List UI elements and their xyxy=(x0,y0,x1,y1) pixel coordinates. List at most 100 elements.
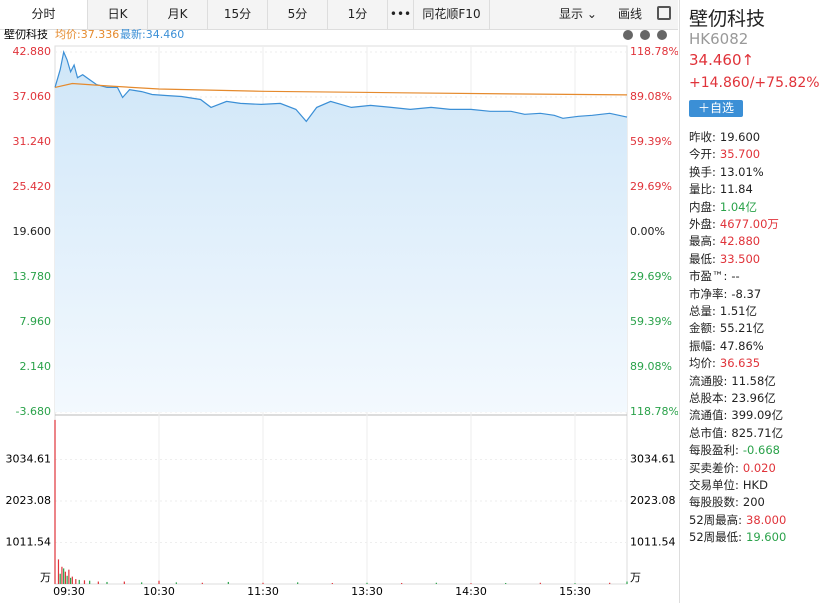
volume-bar xyxy=(141,582,143,584)
y2-tick-label: 59.39% xyxy=(630,135,672,148)
stat-label: 52周最低: xyxy=(689,530,743,545)
stat-row: 外盘: 4677.00万 xyxy=(689,216,779,232)
stat-label: 买卖差价: xyxy=(689,460,739,475)
volume-bar xyxy=(158,580,160,584)
stat-row: 最低: 33.500 xyxy=(689,251,760,267)
volume-bar xyxy=(401,582,403,584)
volume-tick-label: 2023.08 xyxy=(6,494,52,507)
zoom-in[interactable] xyxy=(623,30,633,40)
volume-bar xyxy=(470,583,472,584)
stat-value: 33.500 xyxy=(719,251,761,266)
draw-button[interactable]: 画线 xyxy=(617,7,642,21)
stat-row: 今开: 35.700 xyxy=(689,146,760,162)
stat-row: 总量: 1.51亿 xyxy=(689,303,757,319)
stat-row: 最高: 42.880 xyxy=(689,233,760,249)
price-line xyxy=(54,49,628,123)
stat-label: 流通值: xyxy=(689,408,728,423)
x-tick-label: 11:30 xyxy=(247,585,279,598)
stat-value: 1.51亿 xyxy=(719,304,757,318)
volume-bar xyxy=(626,581,628,584)
stat-label: 市盈™: xyxy=(689,269,728,284)
stat-label: 内盘: xyxy=(689,199,716,214)
volume-bar xyxy=(64,571,66,584)
stat-row: 流通股: 11.58亿 xyxy=(689,373,776,389)
stat-value: 38.000 xyxy=(746,512,787,527)
volume-tick-label: 1011.54 xyxy=(630,535,676,548)
volume-bar xyxy=(63,568,65,584)
volume-bar xyxy=(106,581,108,584)
volume-bar xyxy=(331,582,333,584)
stat-value: 200 xyxy=(742,495,765,510)
tab[interactable]: 1分 xyxy=(328,0,388,29)
stat-value: 23.96亿 xyxy=(731,391,776,405)
display-menu[interactable]: 显示 ⌄ xyxy=(559,7,597,21)
volume-tick-label: 2023.08 xyxy=(630,494,676,507)
x-tick-label: 15:30 xyxy=(559,585,591,598)
stat-value: 399.09亿 xyxy=(731,408,784,423)
y2-tick-label: 118.78% xyxy=(630,45,678,58)
volume-bar xyxy=(609,582,611,584)
stat-label: 总股本: xyxy=(689,391,728,405)
quote-panel: 壁仞科技 HK6082 34.460↑ +14.860/+75.82% ＋自选 … xyxy=(679,0,831,603)
settings[interactable] xyxy=(657,30,667,40)
stat-label: 总量: xyxy=(689,304,716,318)
stat-label: 外盘: xyxy=(689,217,716,231)
stat-label: 交易单位: xyxy=(689,478,739,492)
x-tick-label: 10:30 xyxy=(143,585,175,598)
stat-label: 均价: xyxy=(689,356,716,371)
layout-icon[interactable] xyxy=(657,6,671,20)
stat-label: 最高: xyxy=(689,234,716,249)
stat-label: 换手: xyxy=(689,164,716,179)
volume-bar xyxy=(175,582,177,584)
stat-label: 总市值: xyxy=(689,425,728,440)
stat-label: 金额: xyxy=(689,321,716,336)
tab[interactable]: ••• xyxy=(388,0,414,29)
volume-tick-label: 3034.61 xyxy=(6,453,52,466)
volume-bar xyxy=(227,581,229,584)
last-label: 最新:34.460 xyxy=(120,29,184,41)
stat-value: -8.37 xyxy=(731,286,762,301)
stat-value: 11.84 xyxy=(719,182,753,197)
volume-bar xyxy=(297,582,299,584)
volume-tick-label: 1011.54 xyxy=(6,535,52,548)
avg-line xyxy=(54,82,628,96)
stat-row: 内盘: 1.04亿 xyxy=(689,199,757,215)
tab[interactable]: 分时 xyxy=(0,0,88,29)
stock-code: HK6082 xyxy=(689,30,749,48)
stat-label: 52周最高: xyxy=(689,512,743,527)
stock-name: 壁仞科技 xyxy=(689,8,766,30)
volume-bar xyxy=(89,580,91,584)
stat-value: 1.04亿 xyxy=(719,199,757,214)
last-price: 34.460↑ xyxy=(689,51,755,69)
stat-row: 流通值: 399.09亿 xyxy=(689,407,783,423)
y-tick-label: 13.780 xyxy=(13,270,52,283)
tab[interactable]: 15分 xyxy=(208,0,268,29)
y2-tick-label: 89.08% xyxy=(630,360,672,373)
stat-label: 最低: xyxy=(689,251,716,266)
stat-row: 每股股数: 200 xyxy=(689,494,765,510)
volume-bar xyxy=(71,576,73,584)
zoom-out[interactable] xyxy=(640,30,650,40)
tab[interactable]: 日K xyxy=(88,0,148,29)
y-tick-label: -3.680 xyxy=(16,405,51,418)
tab[interactable]: 同花顺F10 xyxy=(414,0,490,29)
tab[interactable]: 月K xyxy=(148,0,208,29)
chart-title: 壁仞科技 xyxy=(4,29,48,41)
y-tick-label: 19.600 xyxy=(13,225,52,238)
y-tick-label: 37.060 xyxy=(13,90,52,103)
stat-label: 流通股: xyxy=(689,373,728,388)
stat-row: 每股盈利: -0.668 xyxy=(689,442,780,458)
stat-row: 市盈™: -- xyxy=(689,268,740,284)
stat-value: 36.635 xyxy=(719,356,761,371)
tab[interactable]: 5分 xyxy=(268,0,328,29)
stat-label: 每股盈利: xyxy=(689,443,739,458)
stat-value: 4677.00万 xyxy=(719,217,779,231)
volume-bar xyxy=(75,579,77,584)
stat-value: 825.71亿 xyxy=(731,425,784,440)
stat-row: 均价: 36.635 xyxy=(689,355,760,371)
watch-button[interactable]: ＋自选 xyxy=(689,100,743,117)
stat-label: 振幅: xyxy=(689,338,716,353)
y-tick-label: 2.140 xyxy=(20,360,52,373)
y-tick-label: 25.420 xyxy=(13,180,52,193)
stat-row: 量比: 11.84 xyxy=(689,181,753,197)
